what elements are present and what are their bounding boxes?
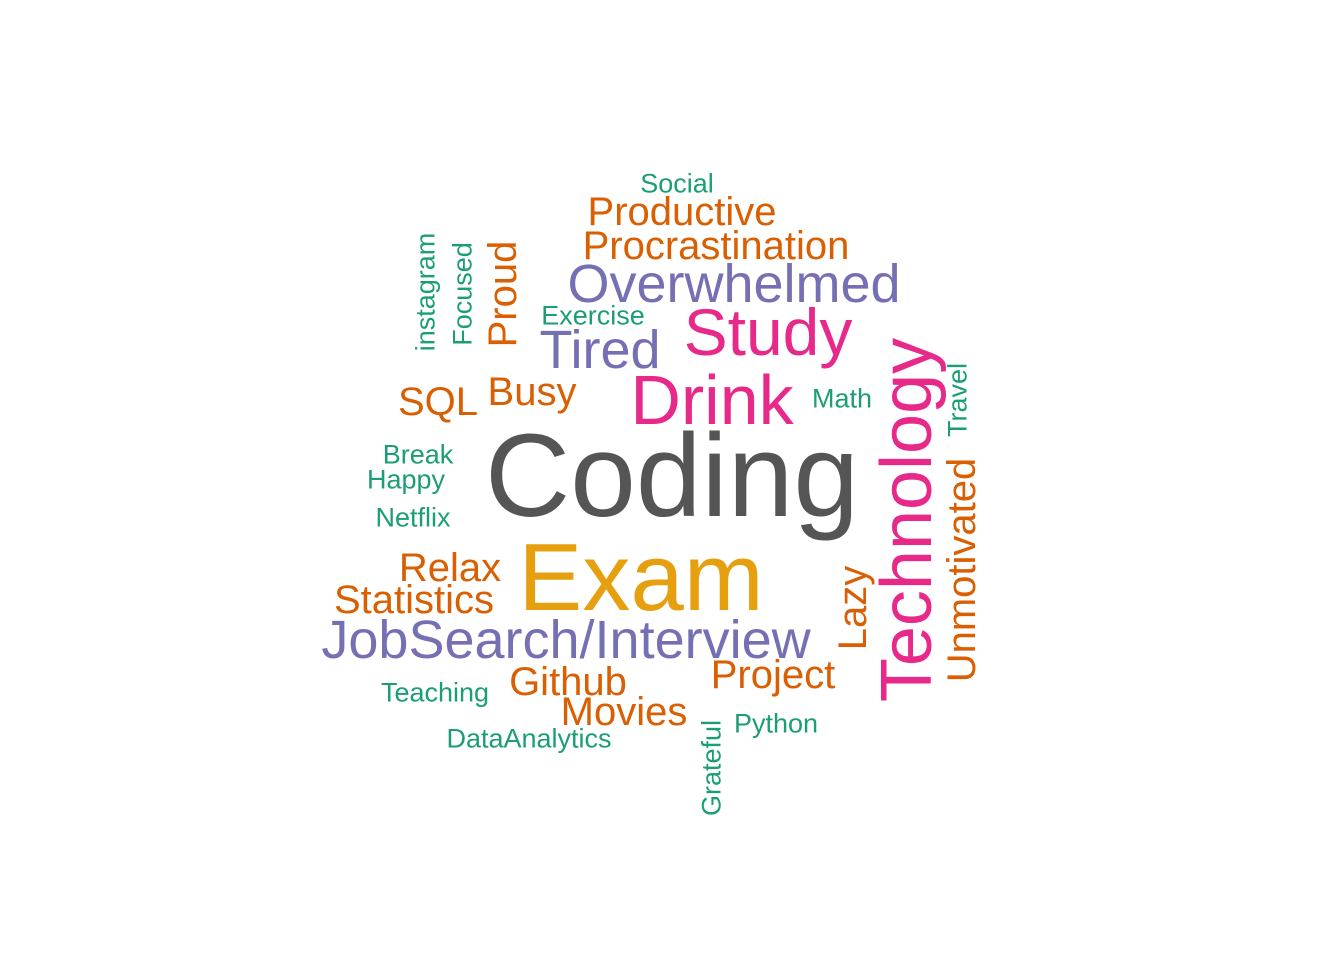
word-overwhelmed: Overwhelmed: [567, 254, 901, 314]
word-lazy: Lazy: [831, 565, 875, 651]
word-busy: Busy: [487, 370, 577, 414]
word-dataanalytics: DataAnalytics: [446, 723, 612, 754]
word-project: Project: [710, 653, 836, 697]
word-coding: Coding: [485, 410, 859, 542]
word-productive: Productive: [587, 190, 777, 234]
word-tired: Tired: [539, 320, 661, 380]
word-technology: Technology: [867, 337, 947, 703]
word-teaching: Teaching: [380, 677, 490, 708]
word-study: Study: [683, 295, 853, 369]
word-math: Math: [811, 383, 873, 414]
word-happy: Happy: [366, 464, 446, 495]
word-relax: Relax: [398, 546, 502, 590]
word-social: Social: [640, 168, 714, 199]
word-travel: Travel: [942, 362, 973, 438]
word-unmotivated: Unmotivated: [940, 457, 984, 683]
word-movies: Movies: [560, 690, 688, 734]
word-procrastination: Procrastination: [582, 224, 850, 268]
word-jobsearch-interview: JobSearch/Interview: [321, 610, 811, 670]
word-break: Break: [382, 439, 454, 470]
word-focused: Focused: [447, 242, 478, 346]
word-python: Python: [733, 708, 819, 739]
word-exercise: Exercise: [541, 300, 645, 331]
word-netflix: Netflix: [375, 502, 451, 533]
word-exam: Exam: [518, 524, 764, 631]
word-instagram: instagram: [410, 232, 441, 352]
word-statistics: Statistics: [333, 578, 495, 622]
word-github: Github: [509, 660, 627, 704]
word-sql: SQL: [397, 380, 479, 424]
word-grateful: Grateful: [696, 719, 727, 817]
word-proud: Proud: [481, 240, 525, 348]
word-drink: Drink: [630, 361, 794, 439]
